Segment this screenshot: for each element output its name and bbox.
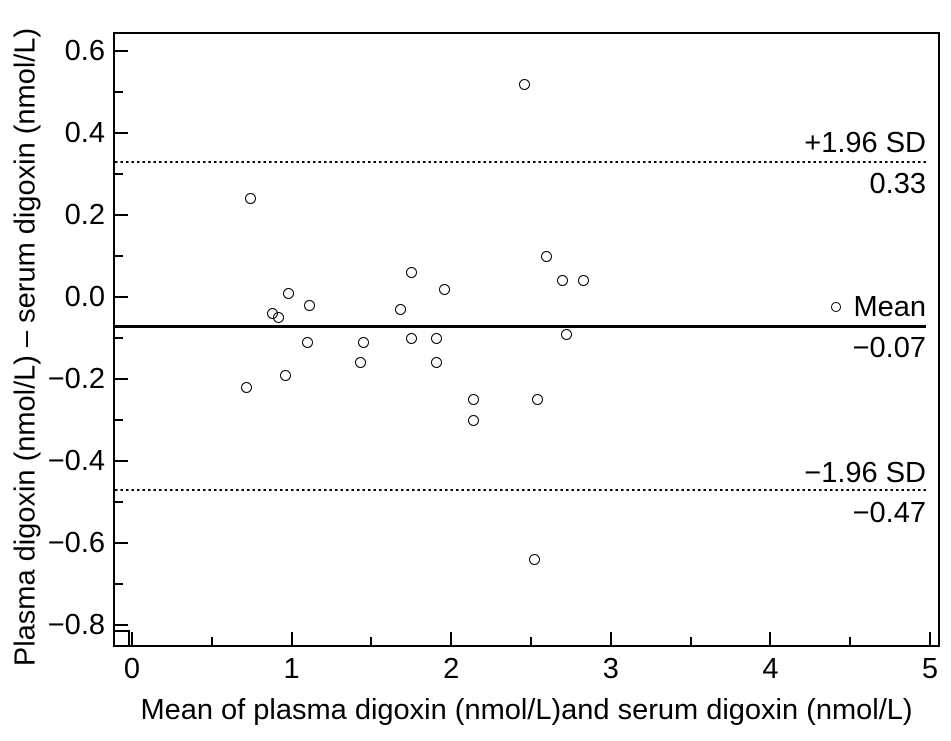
data-point [279,369,291,381]
data-point [560,328,572,340]
y-tick-label: 0.0 [64,281,105,314]
x-major-tick [131,632,133,645]
x-minor-tick [530,637,532,645]
data-point [557,275,569,287]
data-point [468,414,480,426]
x-major-tick [769,632,772,645]
x-tick-label: 3 [602,653,619,685]
y-major-tick [115,296,128,299]
data-point [439,283,451,295]
x-major-tick [290,632,293,645]
data-point [431,332,443,344]
data-point [302,336,314,348]
y-major-tick [115,624,128,627]
data-point [578,275,590,287]
y-major-tick [115,542,128,545]
y-minor-tick [115,173,123,176]
data-point [394,304,406,316]
x-major-tick [609,632,612,645]
data-point [405,332,417,344]
x-minor-tick [370,637,373,645]
data-point [357,336,369,348]
y-tick-label: 0.4 [64,117,105,150]
y-tick-label: −0.2 [47,363,105,396]
mean-label: Mean [853,291,926,323]
x-axis-title: Mean of plasma digoxin (nmol/L)and serum… [140,694,913,726]
y-major-tick [115,460,128,463]
data-point [528,554,540,566]
origin-corner-square [113,630,130,647]
y-tick-label: −0.8 [47,609,105,642]
data-point [354,357,366,369]
data-point [282,287,294,299]
lower-loa-label: −1.96 SD [804,457,926,489]
plot-frame [113,32,940,647]
data-point [244,193,256,205]
data-point [405,267,417,279]
mean-legend: Mean [831,290,926,324]
x-tick-label: 4 [762,653,779,685]
upper-loa-label: +1.96 SD [804,127,926,159]
data-point [531,394,543,406]
y-minor-tick [115,337,123,340]
y-major-tick [115,50,128,53]
data-point [273,312,285,324]
y-minor-tick [115,419,123,422]
y-major-tick [115,378,128,381]
y-minor-tick [115,91,123,94]
x-minor-tick [849,637,852,645]
data-point [468,394,480,406]
upper-loa-value: 0.33 [869,168,926,200]
y-tick-label: 0.6 [64,35,105,68]
x-major-tick [450,632,453,645]
mean-line [115,324,926,328]
lower-loa-line [115,489,926,491]
y-major-tick [115,132,128,135]
data-point [303,300,315,311]
open-circle-icon [831,302,842,312]
y-minor-tick [115,583,123,586]
x-tick-label: 5 [921,653,939,685]
x-tick-label: 1 [283,653,300,685]
x-tick-label: 2 [443,653,460,685]
y-minor-tick [115,501,123,504]
y-tick-label: −0.6 [47,527,105,560]
data-point [431,357,443,369]
x-minor-tick [210,637,213,645]
x-major-tick [929,632,931,645]
y-tick-label: 0.2 [64,199,105,232]
lower-loa-value: −0.47 [852,497,926,529]
data-point [519,78,531,90]
x-tick-label: 0 [123,653,141,685]
upper-loa-line [115,161,926,163]
mean-value: −0.07 [852,332,926,364]
x-minor-tick [689,637,692,645]
y-major-tick [115,214,128,217]
data-point [541,250,553,262]
y-minor-tick [115,255,123,258]
y-tick-label: −0.4 [47,445,105,478]
data-point [241,382,253,393]
